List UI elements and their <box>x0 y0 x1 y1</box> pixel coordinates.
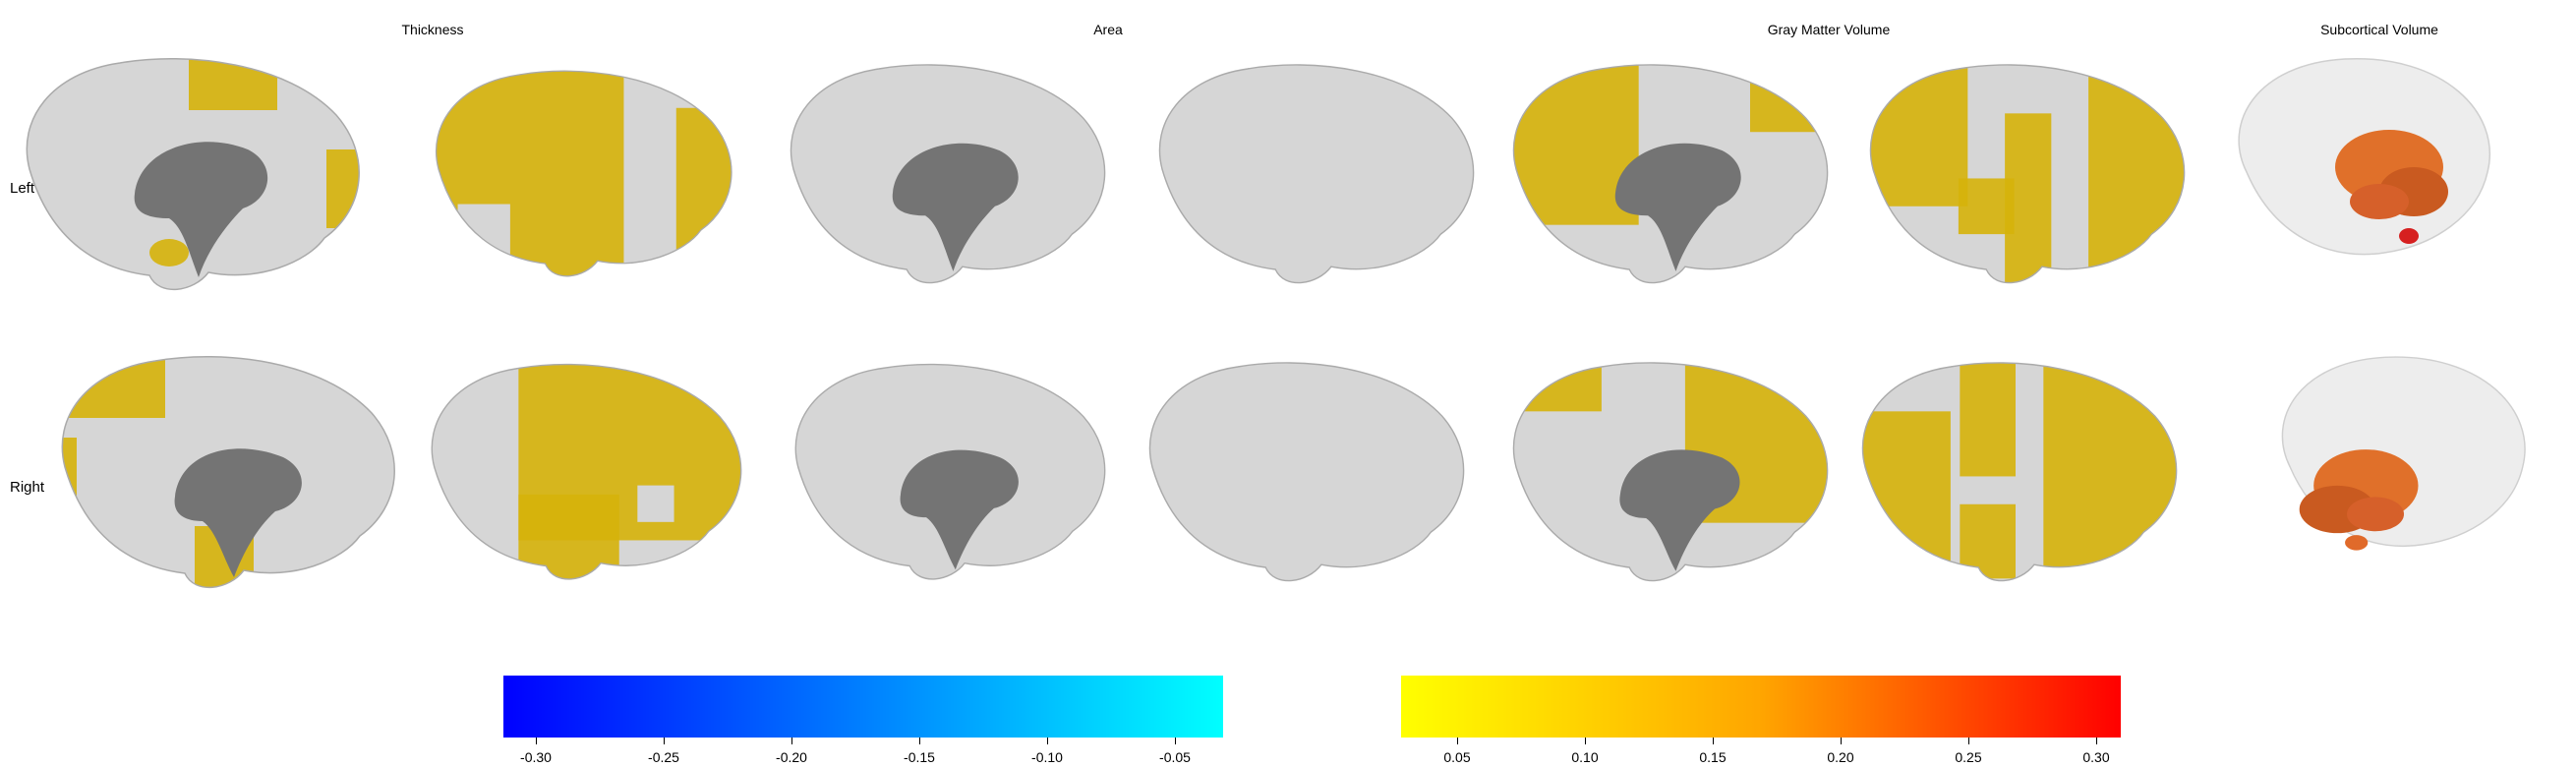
ticklabel-pos-2: 0.10 <box>1571 749 1599 765</box>
tick-neg-2 <box>664 738 665 744</box>
ticklabel-neg-6: -0.05 <box>1159 749 1191 765</box>
brain-left-area-lateral <box>1158 64 1475 284</box>
brain-right-thickness-lateral <box>431 363 742 580</box>
brain-left-gmv-lateral <box>1869 64 2186 284</box>
ticklabel-pos-4: 0.20 <box>1827 749 1854 765</box>
ticklabel-pos-1: 0.05 <box>1443 749 1471 765</box>
ticklabel-neg-3: -0.20 <box>776 749 807 765</box>
title-subcortical-volume: Subcortical Volume <box>2320 22 2438 37</box>
tick-pos-5 <box>1968 738 1969 744</box>
ticklabel-pos-3: 0.15 <box>1699 749 1727 765</box>
tick-neg-5 <box>1047 738 1048 744</box>
brain-right-gmv-medial <box>1512 362 1829 582</box>
tick-neg-6 <box>1175 738 1176 744</box>
ticklabel-neg-2: -0.25 <box>648 749 679 765</box>
title-thickness: Thickness <box>401 22 464 37</box>
tick-pos-4 <box>1841 738 1842 744</box>
tick-pos-2 <box>1585 738 1586 744</box>
tick-pos-3 <box>1713 738 1714 744</box>
brain-left-thickness-medial <box>26 57 360 291</box>
tick-neg-4 <box>919 738 920 744</box>
brain-left-area-medial <box>790 64 1106 284</box>
tick-pos-1 <box>1457 738 1458 744</box>
colorbar-negative <box>503 676 1223 738</box>
ticklabel-pos-5: 0.25 <box>1955 749 1982 765</box>
tick-neg-1 <box>536 738 537 744</box>
brain-right-area-medial <box>794 363 1106 580</box>
brain-right-thickness-medial <box>61 355 395 589</box>
tick-pos-6 <box>2096 738 2097 744</box>
brain-right-area-lateral <box>1148 362 1465 582</box>
colorbar-positive <box>1401 676 2121 738</box>
subcortical-right <box>2281 356 2526 551</box>
ticklabel-neg-4: -0.15 <box>904 749 935 765</box>
brain-left-thickness-lateral <box>435 70 732 277</box>
row-label-left: Left <box>10 180 35 197</box>
ticklabel-neg-1: -0.30 <box>520 749 552 765</box>
brain-left-gmv-medial <box>1512 64 1829 284</box>
brain-right-gmv-lateral <box>1861 362 2178 582</box>
ticklabel-neg-5: -0.10 <box>1031 749 1063 765</box>
subcortical-left <box>2238 57 2491 256</box>
row-label-right: Right <box>10 479 45 496</box>
tick-neg-3 <box>791 738 792 744</box>
ticklabel-pos-6: 0.30 <box>2082 749 2110 765</box>
title-area: Area <box>1093 22 1123 37</box>
title-gray-matter-volume: Gray Matter Volume <box>1767 22 1891 37</box>
